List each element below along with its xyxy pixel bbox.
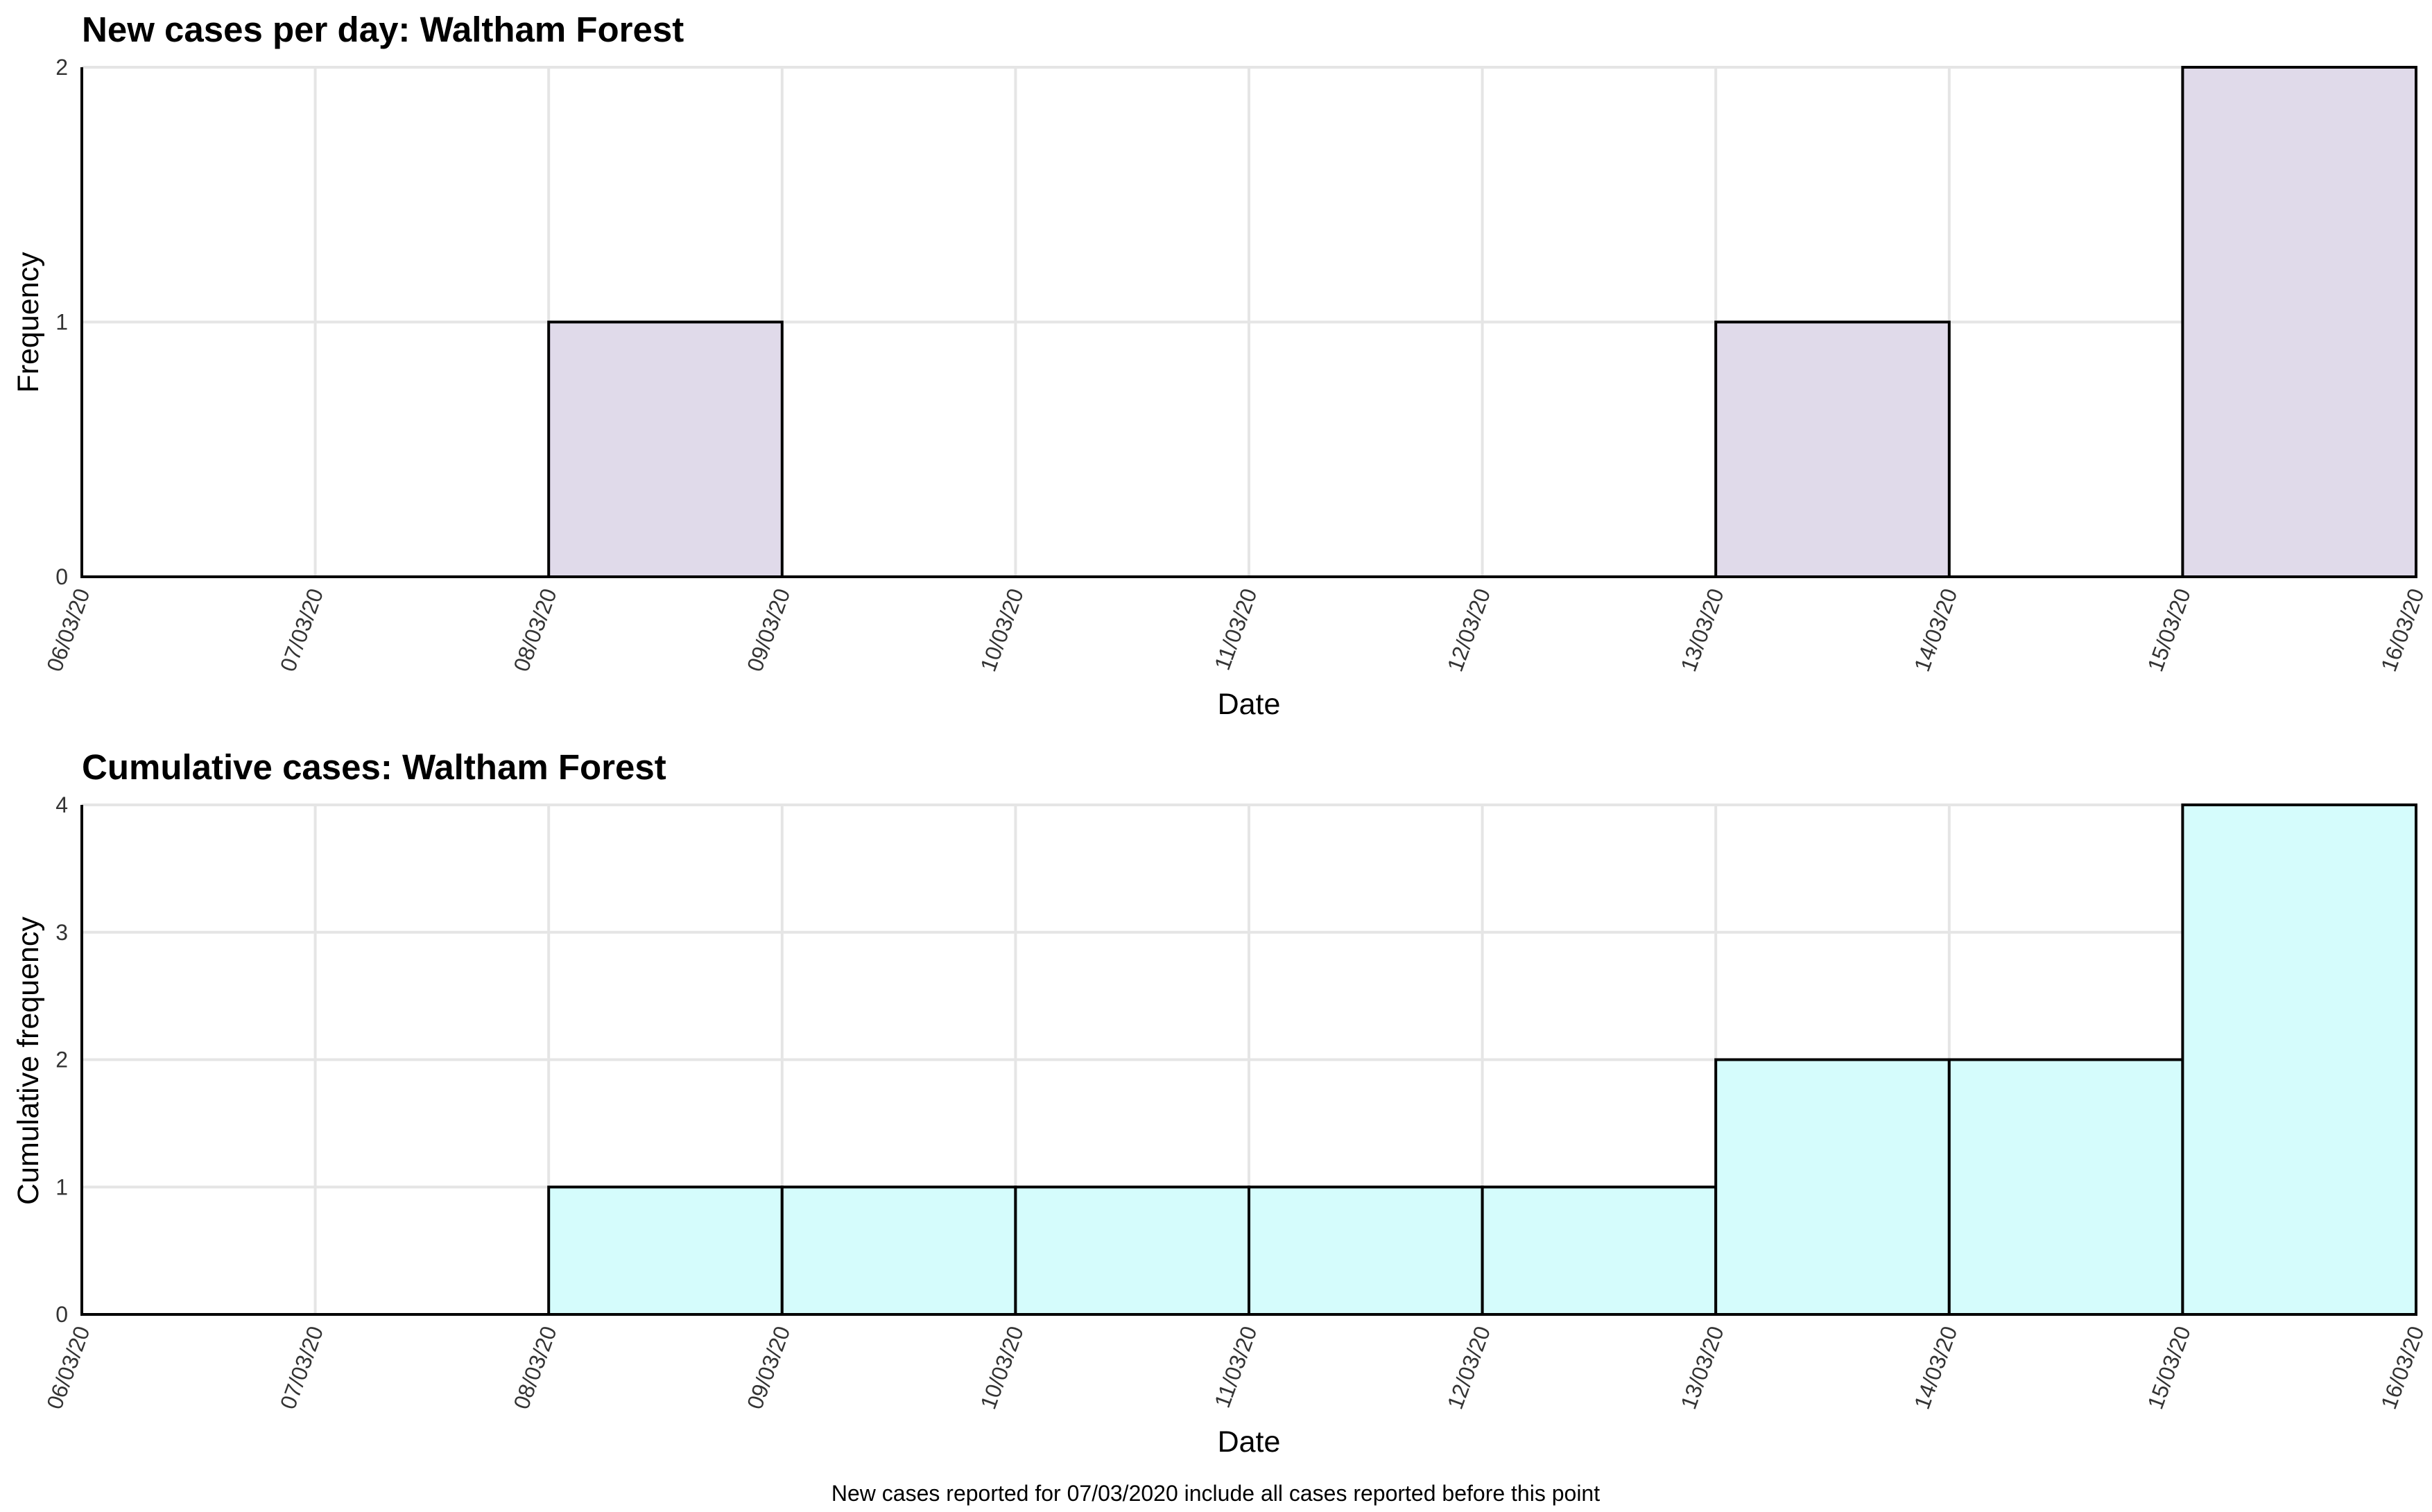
- cumulative-cases-x-tick-label: 16/03/20: [2376, 1323, 2429, 1412]
- new-cases-bar: [547, 320, 784, 578]
- cumulative-cases-x-axis-title: Date: [1218, 1425, 1281, 1459]
- new-cases-x-tick-label: 07/03/20: [275, 585, 328, 675]
- new-cases-x-tick-label: 14/03/20: [1909, 585, 1962, 675]
- new-cases-x-tick-label: 08/03/20: [508, 585, 561, 675]
- cumulative-cases-bar: [2181, 803, 2417, 1316]
- new-cases-grid: [80, 66, 2417, 578]
- new-cases-chart: New cases per day: Waltham Forest 0 1 2 06…: [12, 10, 2429, 721]
- cumulative-cases-x-tick-label: 10/03/20: [976, 1323, 1028, 1412]
- new-cases-x-tick-label: 06/03/20: [42, 585, 94, 675]
- new-cases-x-ticks: 06/03/20 07/03/20 08/03/20 09/03/20 10/03/20…: [42, 585, 2429, 675]
- cumulative-cases-axes: [80, 805, 2416, 1316]
- cumulative-cases-x-tick-label: 12/03/20: [1442, 1323, 1495, 1412]
- new-cases-y-tick-label: 2: [55, 55, 68, 80]
- new-cases-y-ticks: 0 1 2: [55, 55, 68, 589]
- cumulative-cases-y-tick-label: 3: [55, 920, 68, 945]
- cumulative-cases-x-tick-label: 08/03/20: [508, 1323, 561, 1412]
- cumulative-cases-y-tick-label: 4: [55, 792, 68, 817]
- new-cases-x-tick-label: 15/03/20: [2143, 585, 2196, 675]
- new-cases-x-axis-title: Date: [1218, 688, 1281, 721]
- new-cases-bar: [2181, 66, 2417, 578]
- new-cases-x-tick-label: 10/03/20: [976, 585, 1028, 675]
- new-cases-y-tick-label: 0: [55, 564, 68, 589]
- cumulative-cases-y-axis-title: Cumulative frequency: [12, 916, 45, 1205]
- cumulative-cases-bar: [1714, 1058, 1951, 1316]
- cumulative-cases-x-tick-label: 13/03/20: [1675, 1323, 1728, 1412]
- new-cases-chart-title: New cases per day: Waltham Forest: [82, 10, 684, 49]
- new-cases-x-tick-label: 11/03/20: [1209, 585, 1262, 673]
- cumulative-cases-bars: [547, 803, 2417, 1316]
- cumulative-cases-bar: [1248, 1185, 1484, 1316]
- new-cases-y-axis-title: Frequency: [12, 252, 45, 393]
- cumulative-cases-bar: [1014, 1185, 1251, 1316]
- cumulative-cases-bar: [1481, 1185, 1718, 1316]
- cumulative-cases-y-ticks: 0 1 2 3 4: [55, 792, 68, 1327]
- new-cases-bars: [547, 66, 2417, 578]
- cumulative-cases-x-tick-label: 06/03/20: [42, 1323, 94, 1412]
- cumulative-cases-y-tick-label: 2: [55, 1048, 68, 1072]
- new-cases-axes: [80, 67, 2416, 578]
- cumulative-cases-x-tick-label: 15/03/20: [2143, 1323, 2196, 1412]
- cumulative-cases-y-tick-label: 0: [55, 1302, 68, 1327]
- cumulative-cases-chart: Cumulative cases: Waltham Forest 0 1 2 3 4 0…: [12, 747, 2429, 1459]
- cumulative-cases-x-ticks: 06/03/20 07/03/20 08/03/20 09/03/20 10/03/20…: [42, 1323, 2429, 1412]
- cumulative-cases-x-tick-label: 07/03/20: [275, 1323, 328, 1412]
- cumulative-cases-x-tick-label: 09/03/20: [742, 1323, 795, 1412]
- new-cases-bar: [1714, 320, 1951, 578]
- new-cases-x-tick-label: 09/03/20: [742, 585, 795, 675]
- footnote-caption: New cases reported for 07/03/2020 includ…: [831, 1481, 1600, 1506]
- new-cases-y-tick-label: 1: [55, 310, 68, 335]
- new-cases-x-tick-label: 12/03/20: [1442, 585, 1495, 675]
- cumulative-cases-bar: [780, 1185, 1017, 1316]
- new-cases-x-tick-label: 16/03/20: [2376, 585, 2429, 675]
- cumulative-cases-x-tick-label: 11/03/20: [1209, 1323, 1262, 1411]
- cumulative-cases-chart-title: Cumulative cases: Waltham Forest: [82, 747, 666, 787]
- cumulative-cases-x-tick-label: 14/03/20: [1909, 1323, 1962, 1412]
- cumulative-cases-y-tick-label: 1: [55, 1174, 68, 1199]
- new-cases-x-tick-label: 13/03/20: [1675, 585, 1728, 675]
- cumulative-cases-bar: [1947, 1058, 2184, 1316]
- cumulative-cases-bar: [547, 1185, 784, 1316]
